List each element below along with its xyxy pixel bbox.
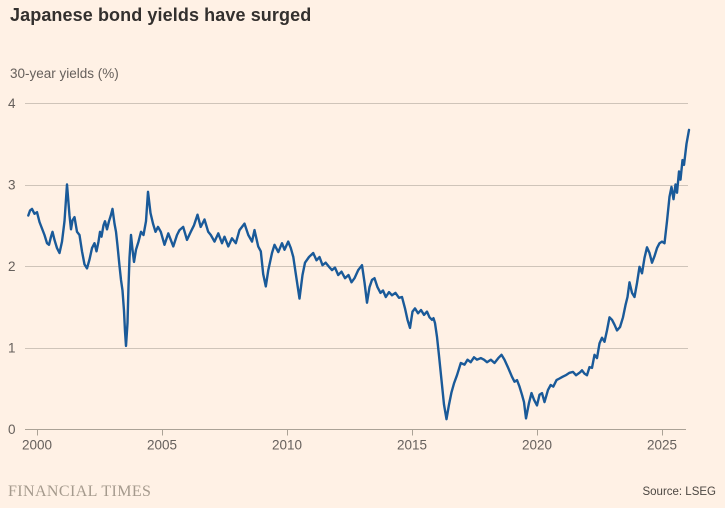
chart-subtitle: 30-year yields (%) [10, 66, 119, 81]
y-tick-label: 4 [8, 96, 16, 111]
y-tick-label: 0 [8, 422, 16, 437]
chart-title: Japanese bond yields have surged [10, 5, 312, 25]
x-tick-label: 2020 [522, 438, 552, 453]
source-note: Source: LSEG [642, 486, 716, 498]
y-tick-label: 2 [8, 259, 16, 274]
y-tick-label: 3 [8, 178, 16, 193]
x-tick-label: 2025 [647, 438, 677, 453]
ft-brand-text: FINANCIAL TIMES [8, 483, 152, 500]
x-tick-label: 2005 [147, 438, 177, 453]
y-tick-label: 1 [8, 341, 16, 356]
x-tick-label: 2000 [22, 438, 52, 453]
x-tick-label: 2010 [272, 438, 302, 453]
yield-line-series [27, 128, 691, 421]
x-tick-label: 2015 [397, 438, 427, 453]
